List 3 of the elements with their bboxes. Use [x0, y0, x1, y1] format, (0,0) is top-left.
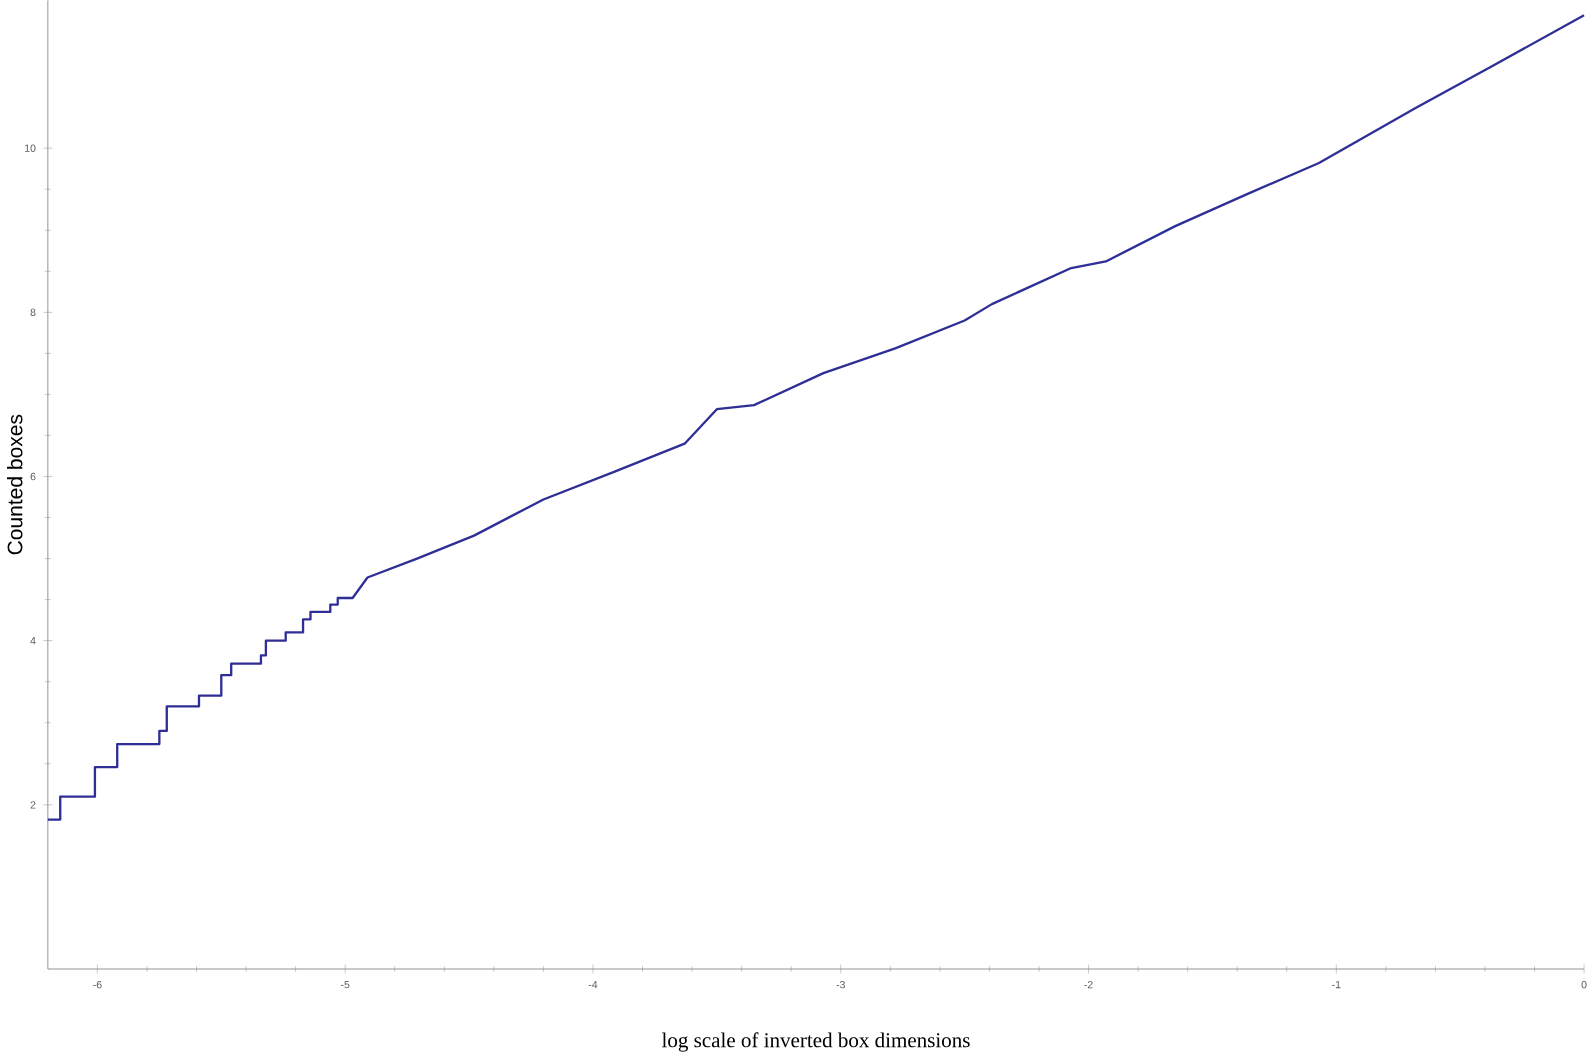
line-series [46, 13, 1586, 821]
x-axis-title: log scale of inverted box dimensions [661, 1032, 970, 1052]
y-axis-title: Counted boxes [7, 414, 23, 555]
